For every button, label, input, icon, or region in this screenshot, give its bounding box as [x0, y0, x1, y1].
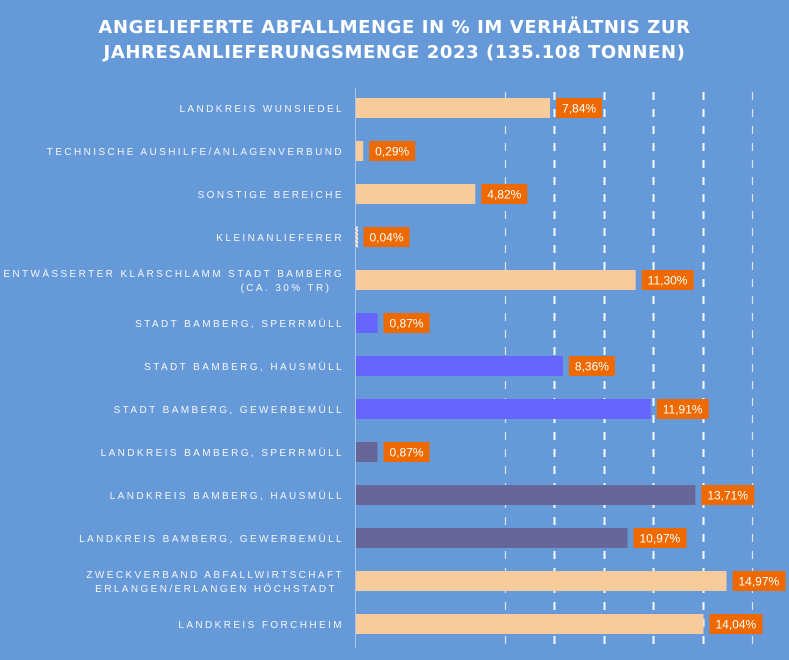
data-label-box	[656, 399, 709, 419]
data-label: 8,36%	[575, 360, 609, 374]
category-label: ENTWÄSSERTER KLÄRSCHLAMM STADT BAMBERG	[3, 268, 344, 280]
bar	[356, 399, 651, 419]
bar	[356, 571, 727, 591]
category-label: LANDKREIS FORCHHEIM	[178, 620, 344, 631]
data-label: 11,91%	[663, 403, 703, 417]
category-label: STADT BAMBERG, HAUSMÜLL	[144, 361, 344, 373]
data-label: 14,97%	[739, 575, 780, 589]
chart-title: ANGELIEFERTE ABFALLMENGE IN % IM VERHÄLT…	[98, 16, 690, 63]
data-label-box	[709, 614, 763, 634]
data-label: 7,84%	[562, 102, 596, 116]
bar	[355, 226, 358, 248]
data-label-box	[732, 571, 786, 591]
bar	[356, 98, 551, 118]
data-label-box	[633, 528, 687, 548]
bar	[356, 141, 364, 161]
category-label: LANDKREIS BAMBERG, HAUSMÜLL	[110, 490, 344, 502]
data-label: 11,30%	[648, 274, 688, 288]
data-label: 14,04%	[715, 618, 756, 632]
bar	[356, 485, 696, 505]
data-label-box	[568, 356, 615, 376]
bar	[356, 528, 628, 548]
category-label: STADT BAMBERG, SPERRMÜLL	[135, 318, 344, 330]
data-label: 0,87%	[390, 446, 424, 460]
bar	[356, 270, 636, 290]
data-label-box	[481, 184, 528, 204]
chart-title-line-2: JAHRESANLIEFERUNGSMENGE 2023 (135.108 TO…	[102, 42, 686, 63]
category-labels: LANDKREIS WUNSIEDEL TECHNISCHE AUSHILFE/A…	[3, 104, 344, 631]
category-label: LANDKREIS BAMBERG, GEWERBEMÜLL	[79, 533, 344, 545]
category-label: SONSTIGE BEREICHE	[198, 190, 344, 201]
data-label-box	[556, 98, 603, 118]
data-label: 0,29%	[375, 145, 409, 159]
bar	[356, 442, 378, 462]
category-label: ZWECKVERBAND ABFALLWIRTSCHAFT	[86, 570, 344, 581]
category-label: ERLANGEN/ERLANGEN HÖCHSTADT	[95, 583, 337, 595]
data-label-box	[641, 270, 694, 290]
data-label: 0,87%	[390, 317, 424, 331]
data-label: 13,71%	[707, 489, 748, 503]
data-label-box	[701, 485, 755, 505]
bar	[356, 356, 563, 376]
category-label: LANDKREIS WUNSIEDEL	[179, 104, 344, 115]
category-label: (CA. 30% TR)	[241, 283, 332, 294]
category-label: LANDKREIS BAMBERG, SPERRMÜLL	[101, 447, 344, 459]
data-labels: 7,84% 0,29% 4,82% 0,04% 11,30% 0,87% 8,36% 11,9…	[363, 98, 786, 634]
data-label-box	[383, 442, 430, 462]
data-label: 4,82%	[487, 188, 521, 202]
data-label-box	[369, 141, 416, 161]
chart-title-line-1: ANGELIEFERTE ABFALLMENGE IN % IM VERHÄLT…	[98, 16, 690, 38]
data-label: 10,97%	[640, 532, 681, 546]
data-label: 0,04%	[370, 231, 404, 245]
data-label-box	[363, 227, 410, 247]
bar	[356, 614, 704, 634]
data-label-box	[383, 313, 430, 333]
bars	[355, 98, 727, 634]
category-label: STADT BAMBERG, GEWERBEMÜLL	[114, 404, 344, 416]
category-label: KLEINANLIEFERER	[216, 233, 344, 244]
bar	[356, 184, 476, 204]
category-label: TECHNISCHE AUSHILFE/ANLAGENVERBUND	[47, 147, 344, 158]
bar	[356, 313, 378, 333]
